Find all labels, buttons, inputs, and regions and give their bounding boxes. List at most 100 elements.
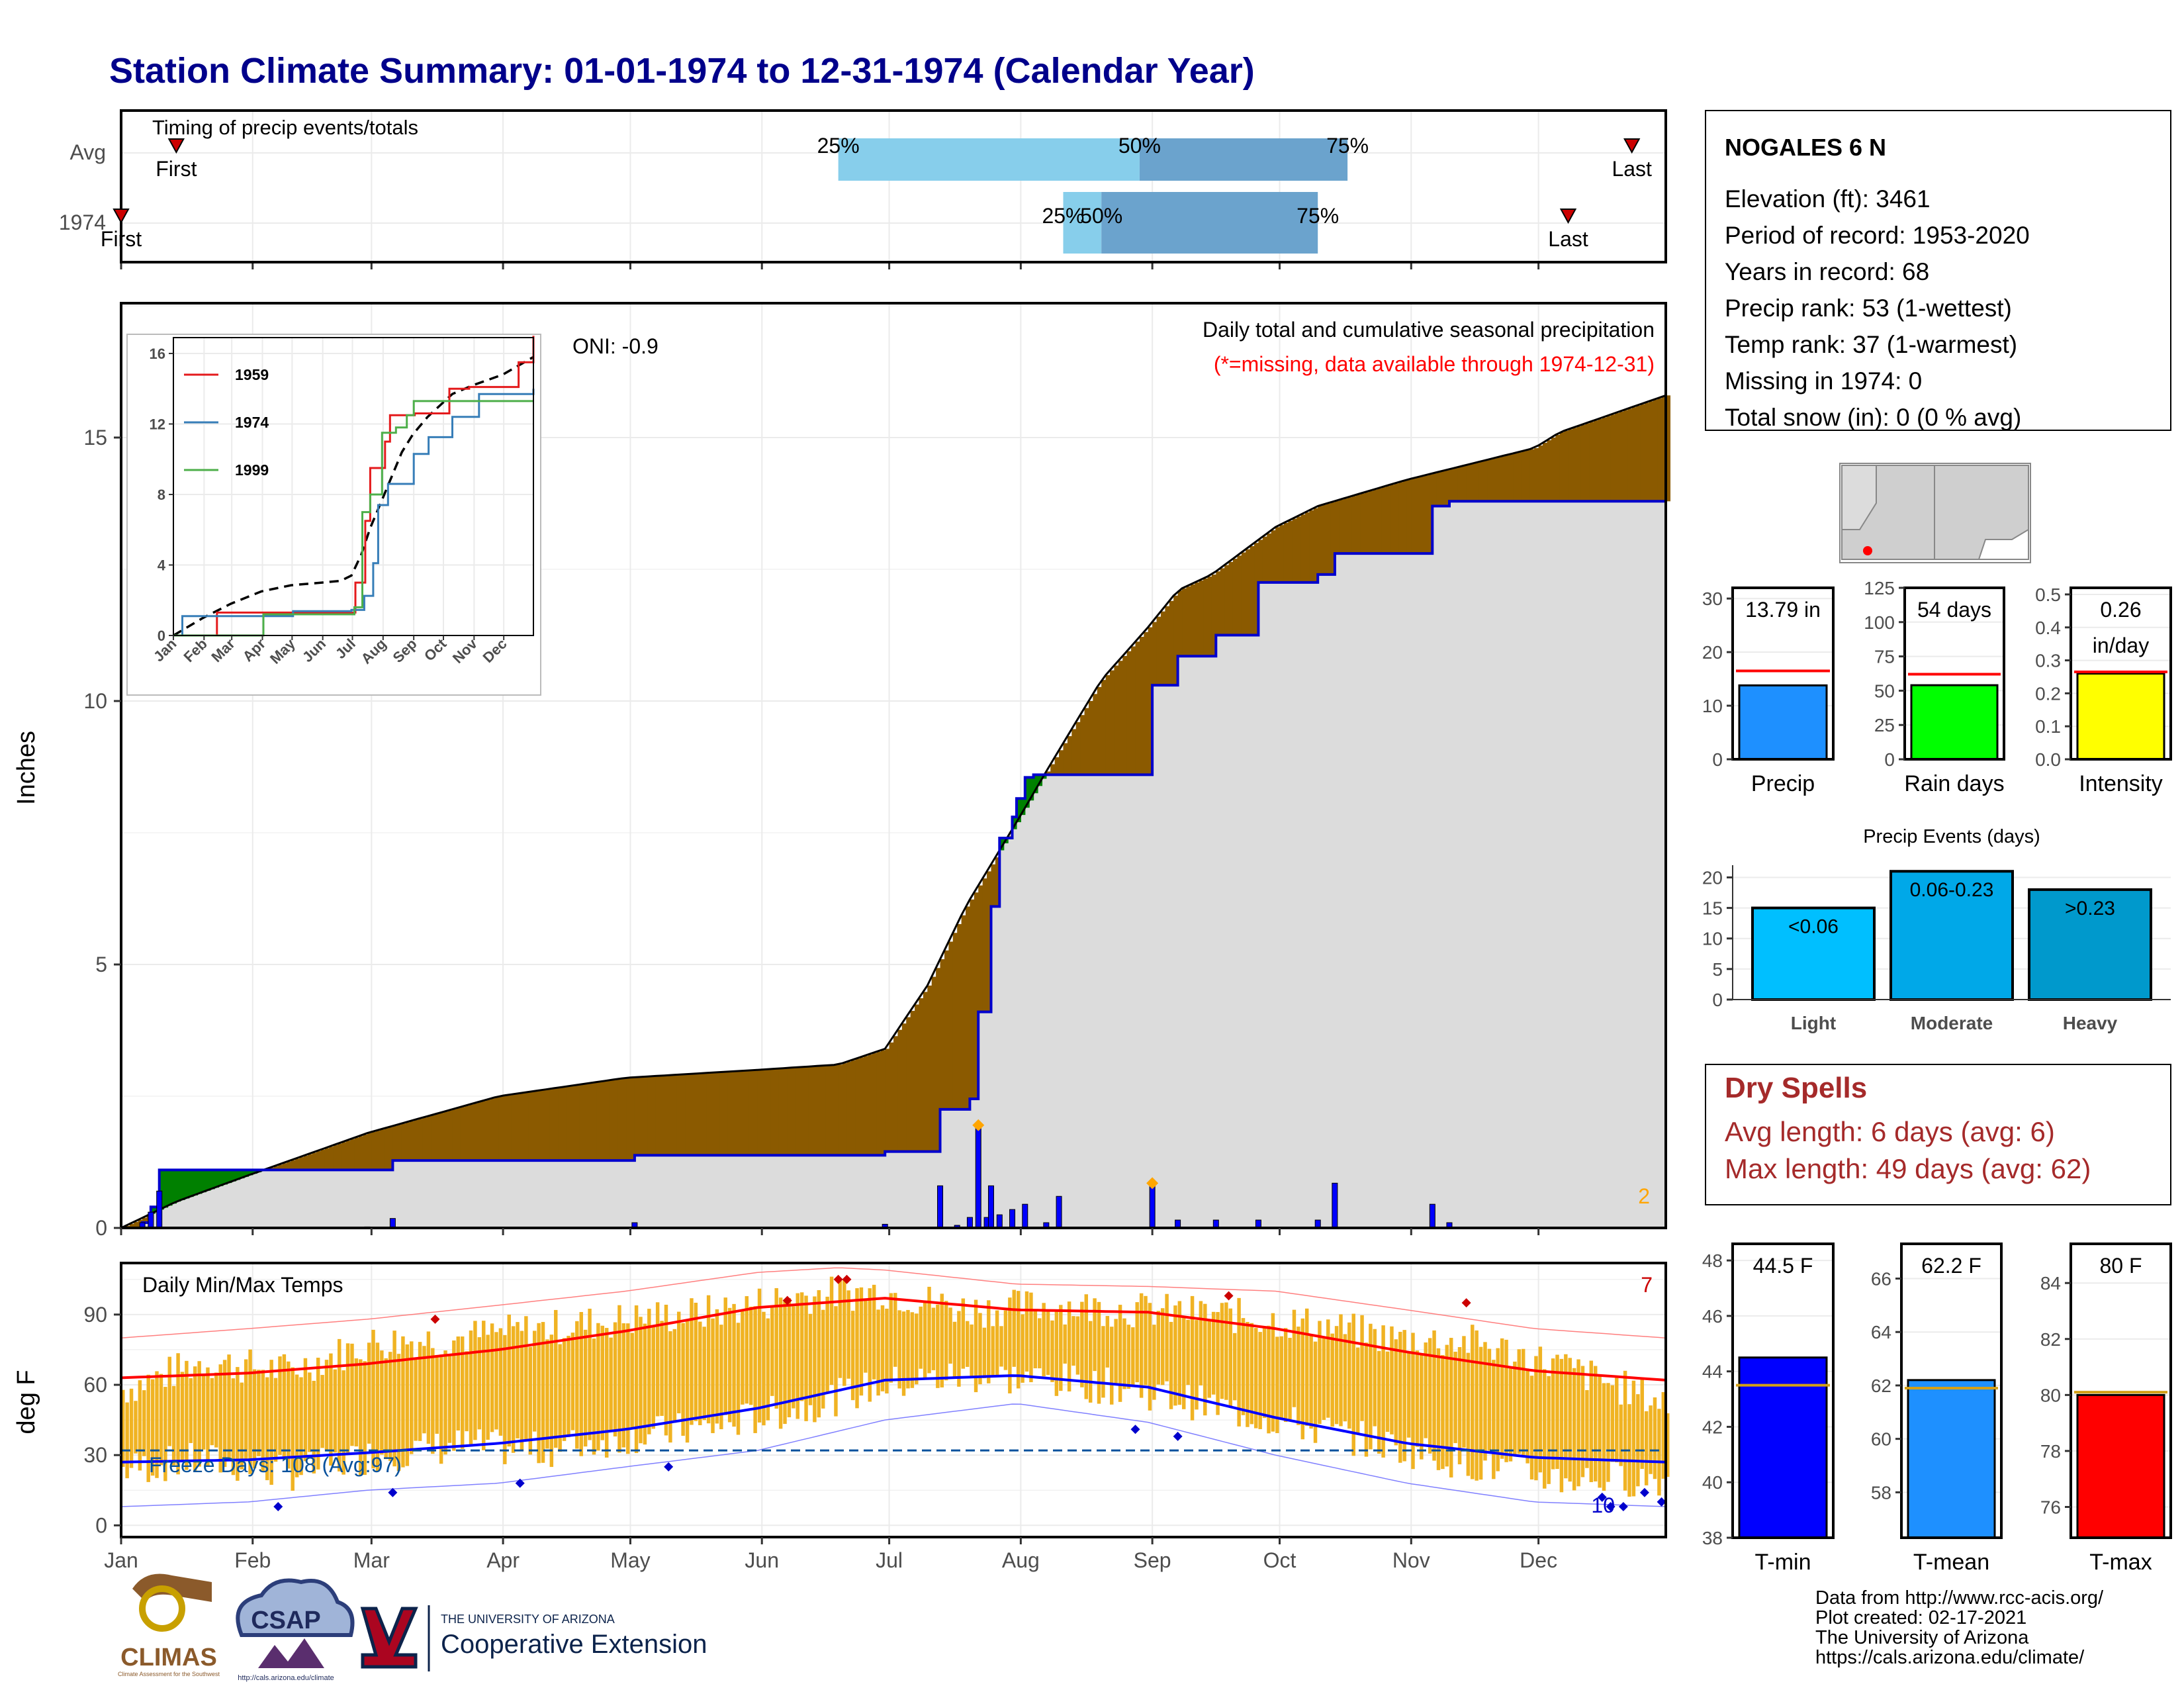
info-frame bbox=[1705, 110, 2171, 431]
temp-daily-range bbox=[426, 1331, 431, 1444]
temp-daily-range bbox=[1190, 1295, 1195, 1421]
precip-deficit-strip bbox=[142, 1217, 148, 1223]
precip-deficit-strip bbox=[944, 950, 949, 1109]
temp-daily-range bbox=[957, 1311, 961, 1387]
precip-deficit-strip bbox=[842, 1063, 848, 1156]
temp-daily-range bbox=[1636, 1394, 1640, 1487]
events-ytick-label: 10 bbox=[1702, 929, 1723, 949]
temp-daily-range bbox=[1529, 1376, 1534, 1479]
precip-deficit-strip bbox=[893, 1036, 899, 1152]
hot-days-count: 7 bbox=[1641, 1273, 1653, 1297]
t-min-value-bar bbox=[1738, 1356, 1828, 1539]
temp-daily-range bbox=[240, 1382, 244, 1470]
precip-panel: 0 5 10 15 Inches ONI: -0.9 Daily total and … bbox=[13, 302, 1671, 1240]
precip-surplus-strip bbox=[999, 837, 1005, 851]
precip-deficit-strip bbox=[1623, 410, 1628, 502]
precip-deficit-strip bbox=[447, 1110, 453, 1161]
temp-daily-range bbox=[1297, 1327, 1300, 1425]
precip-deficit-strip bbox=[864, 1056, 869, 1156]
precip-deficit-strip bbox=[1246, 549, 1251, 635]
timing-last-marker-avg bbox=[1623, 138, 1641, 154]
timing-first-marker-y1974 bbox=[113, 209, 130, 224]
station-name: NOGALES 6 N bbox=[1725, 134, 1886, 161]
precip-daily-bar bbox=[937, 1185, 944, 1229]
precip-deficit-strip bbox=[1250, 545, 1255, 635]
temp-daily-range bbox=[456, 1336, 461, 1431]
temp-daily-range bbox=[384, 1358, 388, 1460]
temp-daily-range bbox=[1254, 1328, 1258, 1429]
precip-deficit-strip bbox=[583, 1084, 588, 1161]
timing-p75-label-y1974: 75% bbox=[1297, 204, 1339, 228]
temp-daily-range bbox=[1271, 1313, 1275, 1432]
precip-deficit-strip bbox=[1148, 627, 1153, 775]
temp-daily-range bbox=[422, 1346, 426, 1434]
temp-daily-range bbox=[465, 1351, 469, 1432]
t-min-ytick-label: 48 bbox=[1702, 1250, 1723, 1271]
precip-total-ytick-label: 20 bbox=[1702, 642, 1723, 663]
precip-deficit-strip bbox=[915, 1004, 920, 1152]
precip-deficit-strip bbox=[1640, 404, 1645, 502]
temp-daily-range bbox=[1182, 1316, 1186, 1409]
precip-deficit-strip bbox=[970, 899, 975, 1099]
precip-deficit-strip bbox=[1330, 502, 1336, 575]
temp-daily-range bbox=[1385, 1351, 1390, 1432]
temp-daily-range bbox=[503, 1335, 507, 1464]
temp-daily-range bbox=[1186, 1319, 1190, 1385]
precip-deficit-strip bbox=[1627, 408, 1633, 502]
temp-daily-range bbox=[910, 1312, 915, 1388]
temp-daily-range bbox=[473, 1321, 477, 1440]
timing-label: Timing of precip events/totals bbox=[152, 116, 418, 139]
events-ytick-label: 5 bbox=[1712, 959, 1723, 980]
temp-daily-range bbox=[927, 1286, 931, 1374]
temp-daily-range bbox=[1593, 1366, 1598, 1481]
t-mean-value-bar bbox=[1907, 1379, 1996, 1539]
temp-daily-range bbox=[363, 1361, 367, 1476]
precip-deficit-strip bbox=[880, 1050, 886, 1156]
precip-deficit-strip bbox=[1432, 473, 1437, 506]
temp-daily-range bbox=[774, 1288, 778, 1409]
precip-deficit-strip bbox=[460, 1107, 465, 1161]
temp-daily-range bbox=[1415, 1350, 1420, 1447]
temp-daily-range bbox=[447, 1356, 452, 1443]
precip-deficit-strip bbox=[418, 1119, 423, 1161]
map-mexico bbox=[1978, 528, 2029, 560]
precip-deficit-strip bbox=[520, 1093, 525, 1161]
temp-daily-range bbox=[864, 1299, 868, 1373]
temp-daily-range bbox=[410, 1341, 414, 1454]
precip-deficit-strip bbox=[936, 968, 941, 1152]
temp-daily-range bbox=[736, 1323, 741, 1435]
precip-deficit-strip bbox=[736, 1071, 741, 1156]
temp-daily-range bbox=[1394, 1339, 1398, 1446]
precip-deficit-strip bbox=[498, 1096, 504, 1161]
inset-legend-label-1974: 1974 bbox=[235, 414, 269, 431]
temp-daily-range bbox=[872, 1284, 876, 1380]
precip-deficit-strip bbox=[813, 1066, 818, 1156]
summary-bar-charts: 0 10 20 30 13.79 in Precip 0 25 50 75 100 125 54 day… bbox=[1702, 578, 2172, 796]
temp-daily-range bbox=[1339, 1314, 1343, 1427]
temp-daily-range bbox=[1436, 1348, 1441, 1470]
precip-deficit-strip bbox=[1585, 423, 1590, 502]
t-max-category-label: T-max bbox=[2089, 1550, 2152, 1575]
precip-deficit-strip bbox=[817, 1066, 822, 1156]
temp-daily-range bbox=[1483, 1342, 1487, 1461]
precip-deficit-strip bbox=[338, 1143, 343, 1170]
temp-daily-range bbox=[1602, 1383, 1606, 1491]
temp-record-min-line bbox=[120, 1403, 1666, 1507]
precip-deficit-strip bbox=[295, 1158, 300, 1170]
precip-deficit-strip bbox=[655, 1076, 660, 1156]
t-mean-ytick-label: 66 bbox=[1871, 1268, 1891, 1289]
rain-days-value-bar bbox=[1910, 684, 1999, 761]
precip-deficit-strip bbox=[753, 1070, 758, 1156]
precip-deficit-strip bbox=[923, 992, 928, 1152]
intensity-ytick-label: 0.2 bbox=[2035, 683, 2061, 704]
temp-daily-range bbox=[1016, 1291, 1021, 1389]
precip-deficit-strip bbox=[1598, 418, 1603, 502]
events-category-light: Light bbox=[1791, 1013, 1836, 1033]
temp-daily-range bbox=[193, 1366, 197, 1471]
intensity-ytick-label: 0.4 bbox=[2035, 618, 2061, 638]
precip-surplus-strip bbox=[1033, 774, 1038, 794]
temp-record-low-marker bbox=[1639, 1487, 1649, 1497]
temp-daily-range bbox=[354, 1358, 359, 1447]
precip-events-chart: Precip Events (days) <0.06 Light 0.06-0.23 M… bbox=[1702, 826, 2171, 1033]
timing-first-marker-avg bbox=[167, 138, 185, 154]
